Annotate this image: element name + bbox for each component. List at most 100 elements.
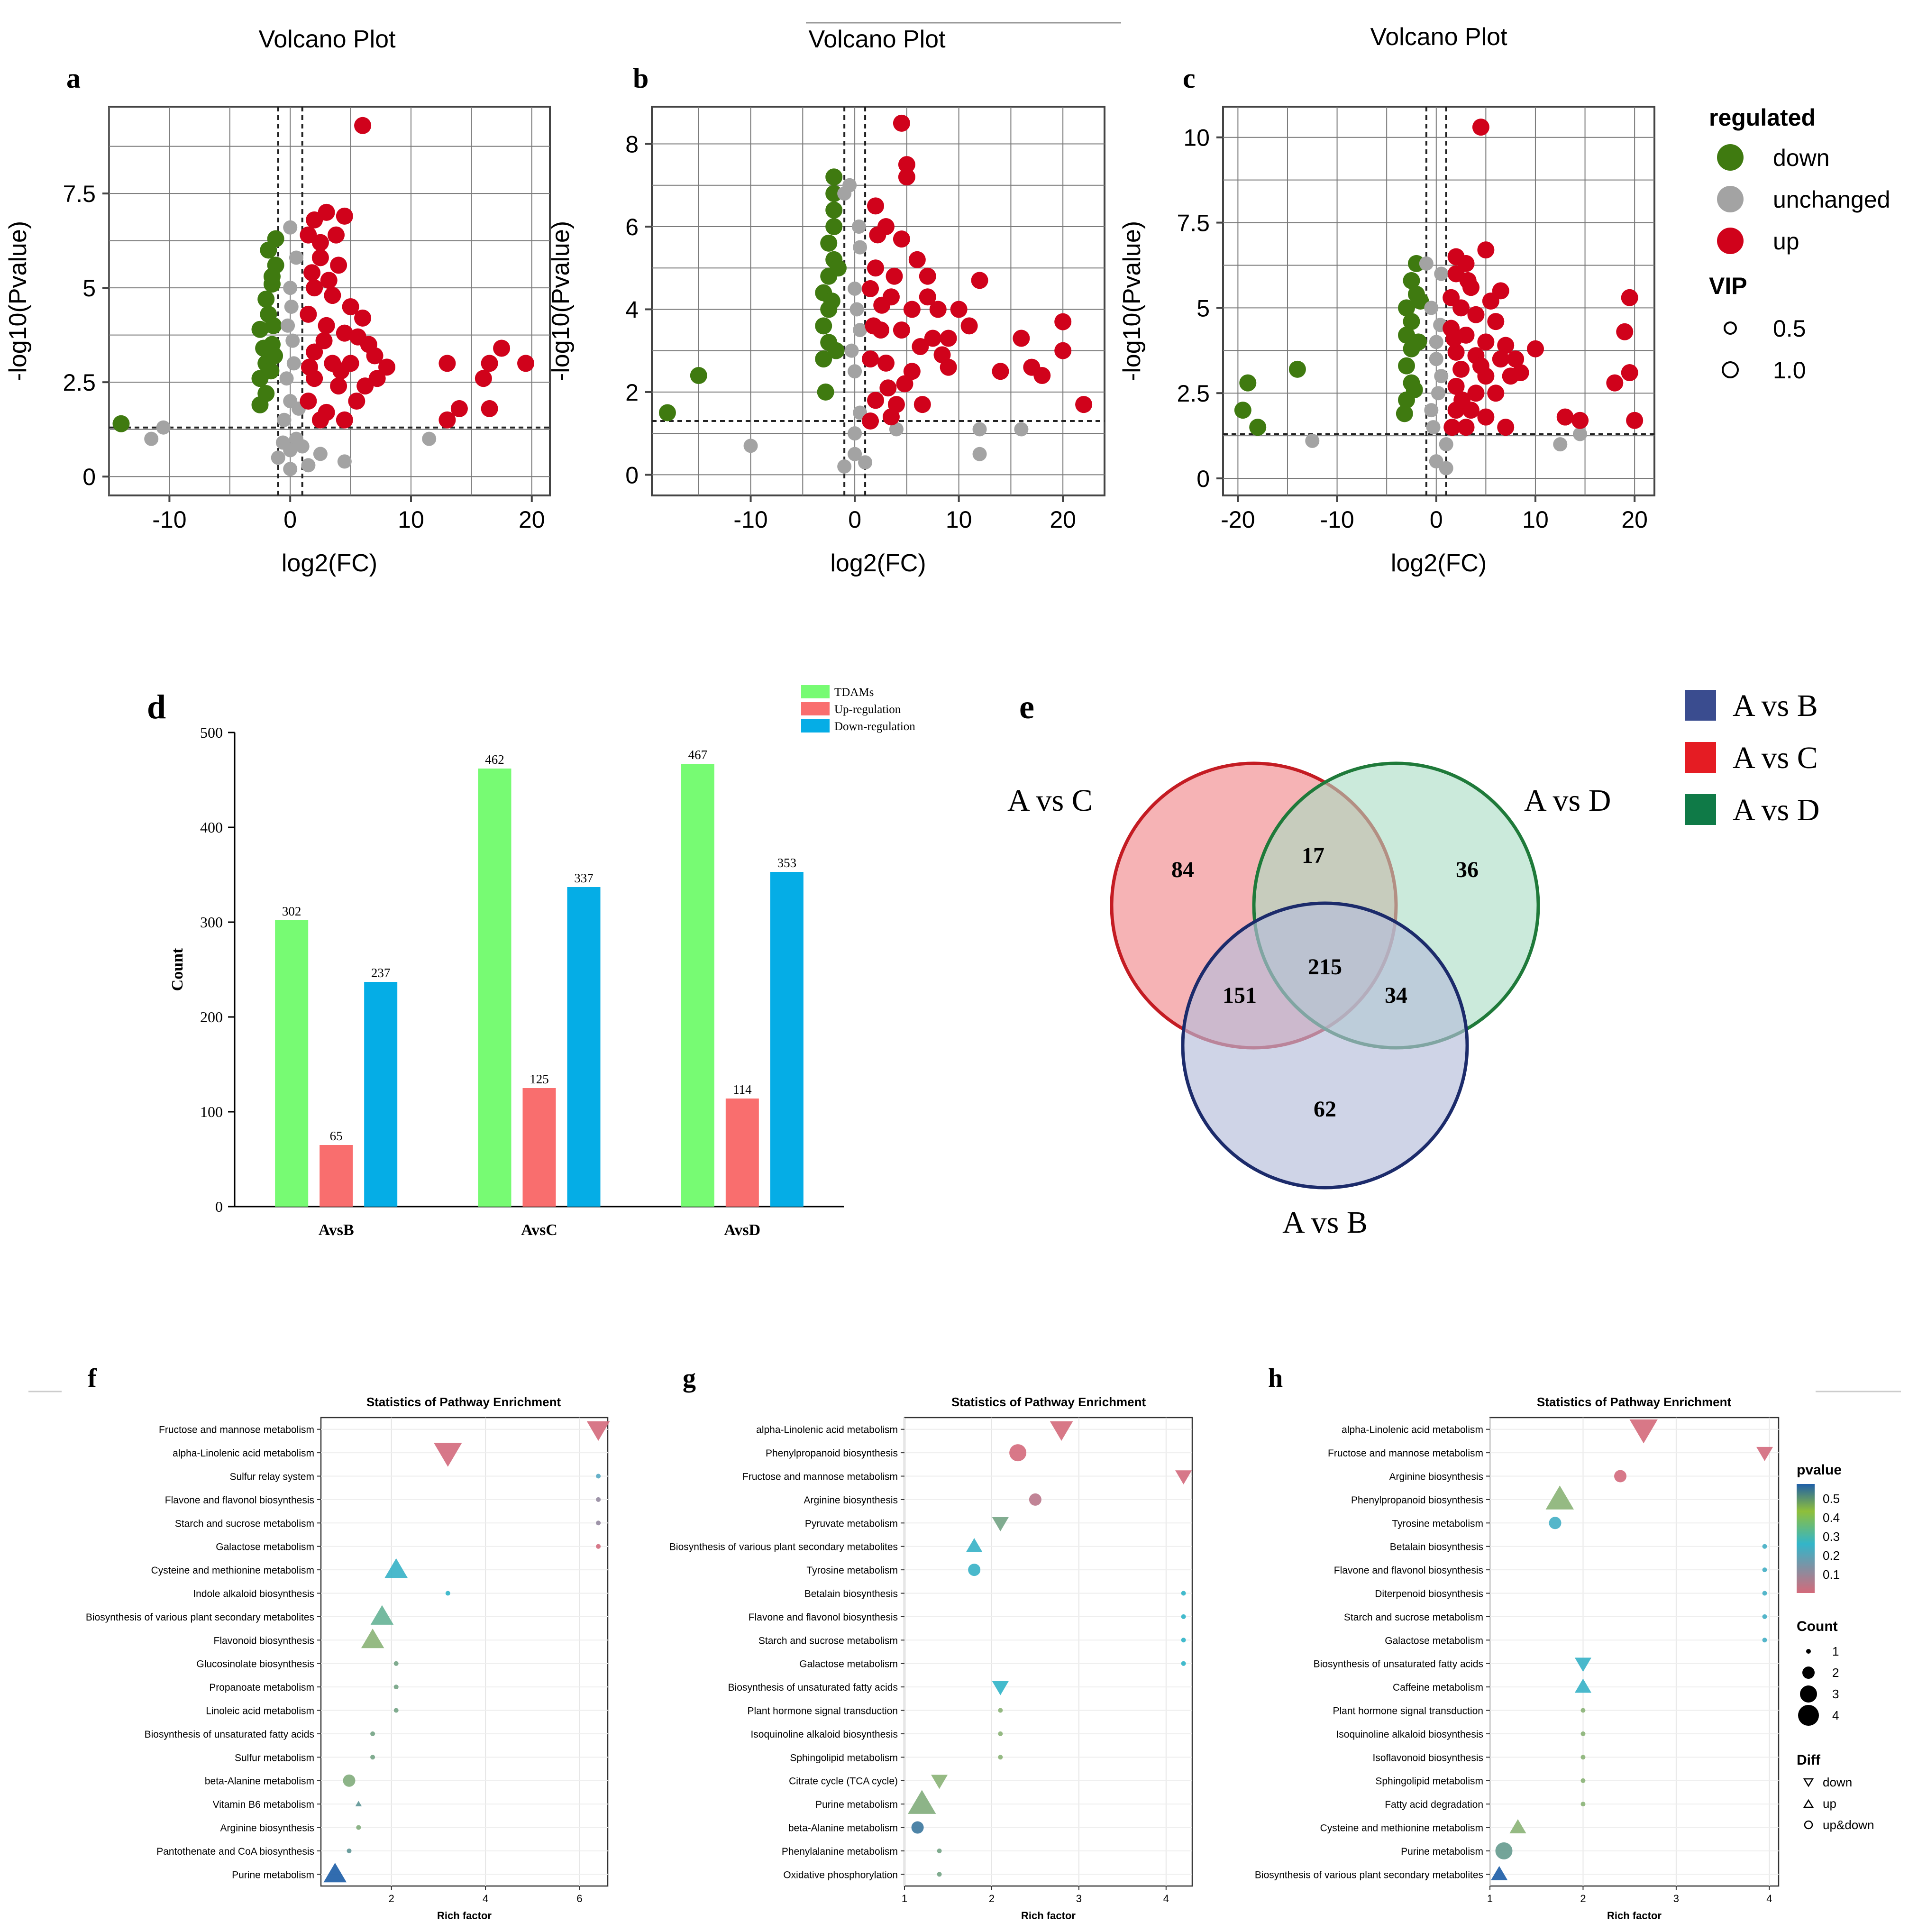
y-axis-label: -log10(Pvalue) — [547, 221, 575, 381]
volcano-point-up — [517, 355, 535, 372]
enrichment-marker-updown — [1762, 1591, 1767, 1596]
volcano-point-up — [1447, 377, 1465, 395]
volcano-point-down — [1403, 313, 1420, 330]
volcano-point-unchanged — [271, 450, 285, 465]
enrichment-marker-up — [966, 1538, 983, 1552]
pathway-label: Tyrosine metabolism — [806, 1565, 898, 1576]
volcano-panel-b: Volcano Plot b -10 0 10 20 0 2 4 6 8 log2(FC) -log… — [547, 22, 1121, 577]
pathway-label: Starch and sucrose metabolism — [758, 1635, 898, 1646]
enrichment-marker-updown — [1495, 1842, 1513, 1859]
pathway-label: Diterpenoid biosynthesis — [1375, 1589, 1483, 1600]
y-tick-label: 8 — [625, 131, 639, 158]
enrichment-marker-updown — [998, 1708, 1003, 1713]
volcano-point-up — [886, 267, 903, 285]
volcano-a-title: Volcano Plot — [258, 26, 396, 53]
bar-value-label: 462 — [485, 752, 504, 767]
enrichment-panel-f: f Statistics of Pathway Enrichment 2 4 6 Ri… — [28, 1364, 610, 1922]
volcano-point-unchanged — [853, 323, 868, 338]
volcano-point-up — [1621, 289, 1638, 306]
volcano-point-down — [658, 404, 676, 421]
volcano-point-up — [893, 321, 910, 339]
plot-area — [320, 1417, 609, 1887]
volcano-point-unchanged — [1014, 422, 1029, 437]
pathway-label: Flavonoid biosynthesis — [214, 1635, 314, 1646]
pathway-label: Isoflavonoid biosynthesis — [1373, 1752, 1483, 1763]
pathway-label: Pyruvate metabolism — [805, 1518, 898, 1529]
volcano-point-down — [1249, 419, 1267, 436]
volcano-point-unchanged — [972, 447, 987, 461]
volcano-point-unchanged — [337, 454, 352, 469]
volcano-point-up — [924, 330, 941, 347]
volcano-point-up — [1445, 330, 1463, 348]
bar-value-label: 467 — [688, 748, 708, 762]
enrichment-marker-updown — [1181, 1661, 1186, 1666]
enrichment-marker-up — [361, 1629, 384, 1648]
pathway-label: Betalain biosynthesis — [1390, 1542, 1483, 1553]
y-tick-label: 0 — [215, 1198, 223, 1215]
legend-vip-title: VIP — [1709, 273, 1747, 299]
x-axis-label: Rich factor — [437, 1910, 492, 1922]
enrichment-marker-down — [1574, 1657, 1592, 1672]
y-tick-label: 5 — [82, 275, 96, 302]
legend-up-swatch — [1717, 228, 1744, 254]
volcano-point-up — [330, 256, 347, 274]
legend-swatch-tdams — [801, 685, 830, 698]
bar-value-label: 353 — [777, 856, 797, 870]
volcano-point-up — [896, 375, 913, 393]
volcano-point-down — [823, 293, 840, 310]
bar-value-label: 337 — [574, 871, 594, 885]
bar-panel-d: d 0 100 200 300 400 500 Count AvsB 302 65 237 AvsC 4… — [147, 685, 915, 1239]
x-tick-label: 10 — [1522, 506, 1549, 533]
volcano-point-unchanged — [156, 420, 171, 435]
pathway-label: Fructose and mannose metabolism — [1328, 1448, 1483, 1459]
x-tick-label: 3 — [1673, 1893, 1679, 1905]
y-tick-label: 7.5 — [63, 181, 96, 207]
pathway-label: Arginine biosynthesis — [220, 1823, 314, 1834]
y-tick-label: 0 — [82, 464, 96, 490]
pvalue-tick: 0.4 — [1823, 1511, 1840, 1525]
legend-vip-large-swatch — [1722, 361, 1739, 378]
legend-vip-small-swatch — [1724, 321, 1737, 335]
volcano-point-up — [1467, 306, 1485, 323]
volcano-point-down — [815, 317, 832, 335]
volcano-point-unchanged — [313, 447, 328, 461]
pathway-label: Propanoate metabolism — [209, 1682, 314, 1693]
volcano-point-up — [919, 267, 936, 285]
pathway-label: Sphingolipid metabolism — [790, 1752, 898, 1763]
enrichment-marker-down — [1050, 1421, 1073, 1441]
x-tick-label: 0 — [283, 506, 297, 533]
venn-region-b-only: 62 — [1314, 1097, 1336, 1122]
venn-legend-a-vs-d-label: A vs D — [1733, 793, 1819, 827]
x-tick-label: 1 — [1487, 1893, 1493, 1905]
volcano-point-unchanged — [1424, 403, 1439, 418]
volcano-point-up — [306, 343, 323, 361]
y-tick-label: 2 — [625, 379, 639, 406]
x-tick-label: 4 — [1163, 1893, 1169, 1905]
volcano-point-up — [1616, 323, 1634, 340]
pathway-label: Linoleic acid metabolism — [206, 1706, 314, 1717]
enrichment-marker-updown — [1181, 1591, 1186, 1596]
bar-value-label: 114 — [733, 1082, 752, 1097]
venn-region-c-b: 151 — [1223, 983, 1257, 1008]
volcano-point-up — [438, 355, 456, 372]
enrichment-marker-up — [323, 1863, 347, 1883]
volcano-point-down — [1396, 405, 1413, 422]
volcano-point-up — [898, 168, 915, 186]
venn-set-label-a-vs-b: A vs B — [1282, 1205, 1368, 1240]
volcano-point-unchanged — [144, 431, 159, 446]
volcano-point-down — [257, 291, 275, 308]
pathway-label: Purine metabolism — [232, 1869, 314, 1880]
pathway-label: Galactose metabolism — [1385, 1635, 1483, 1646]
y-tick-label: 500 — [200, 724, 223, 741]
venn-legend-a-vs-b-swatch — [1685, 690, 1716, 721]
volcano-point-up — [869, 226, 886, 244]
bar-value-label: 237 — [371, 966, 391, 980]
volcano-point-unchanged — [277, 412, 292, 427]
x-category-label: AvsB — [319, 1221, 354, 1239]
y-tick-label: 200 — [200, 1008, 223, 1026]
volcano-point-up — [950, 301, 968, 318]
x-axis-label: Rich factor — [1021, 1910, 1076, 1922]
volcano-point-down — [1403, 272, 1420, 289]
volcano-point-unchanged — [285, 333, 300, 348]
